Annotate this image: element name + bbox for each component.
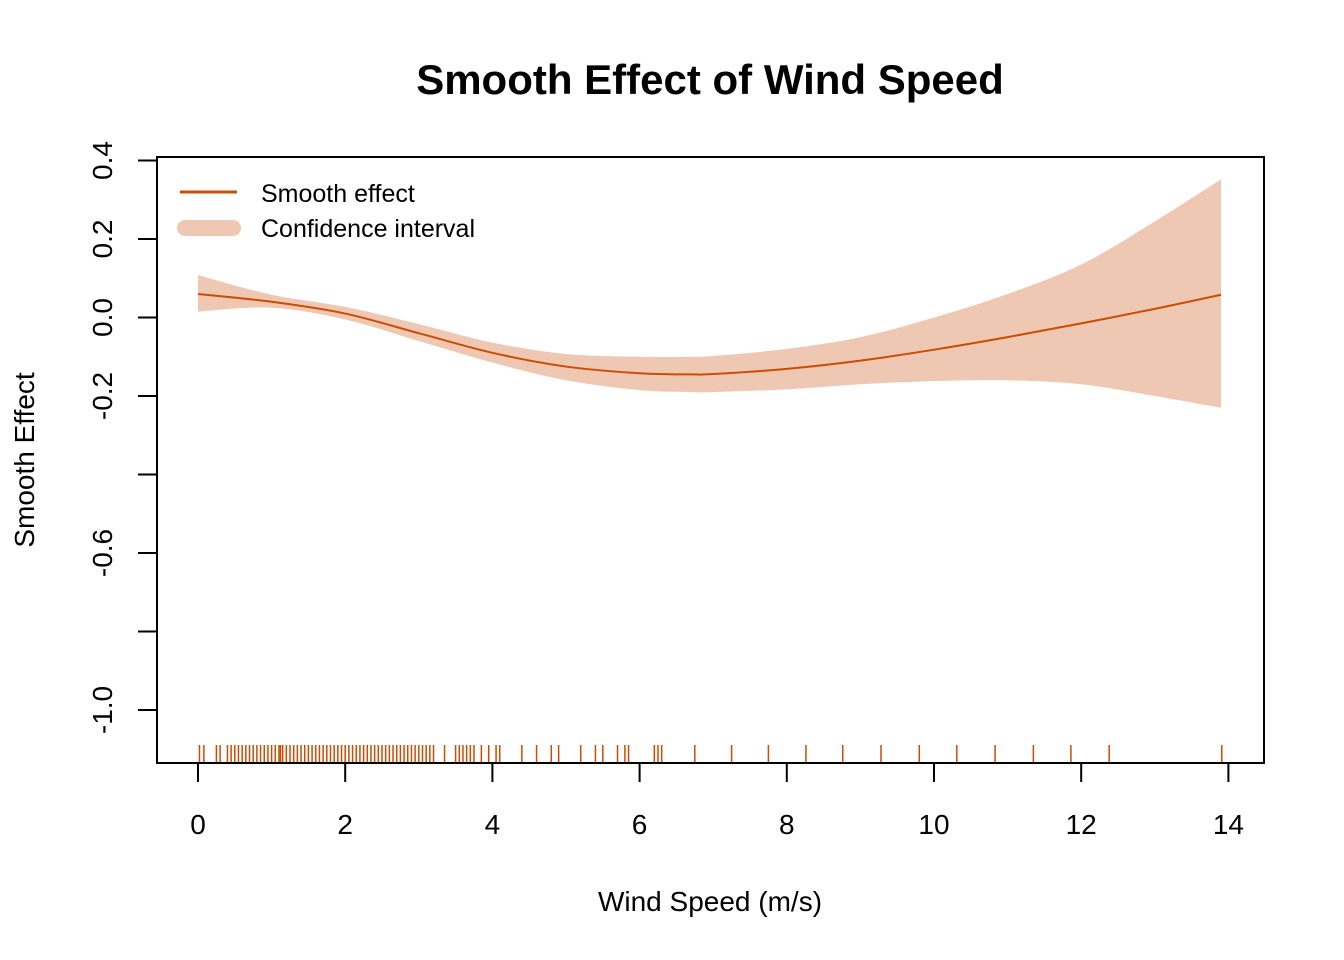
y-tick-label: 0.0 xyxy=(87,298,118,337)
x-axis-label: Wind Speed (m/s) xyxy=(598,886,822,917)
x-tick-label: 4 xyxy=(485,809,501,840)
y-tick-label: -0.6 xyxy=(87,529,118,577)
y-axis-label: Smooth Effect xyxy=(9,372,40,548)
plot-frame xyxy=(156,156,1265,764)
rug-group xyxy=(198,745,1223,763)
smooth-effect-line xyxy=(197,292,1222,376)
x-tick-label: 0 xyxy=(190,809,206,840)
x-axis: 0 2 4 6 8 10 12 14 xyxy=(190,763,1244,840)
y-tick-label: 0.4 xyxy=(87,141,118,180)
x-tick-label: 10 xyxy=(918,809,949,840)
legend-label-ci: Confidence interval xyxy=(261,215,475,243)
confidence-band xyxy=(198,179,1222,408)
x-tick-label: 8 xyxy=(779,809,795,840)
x-tick-label: 2 xyxy=(337,809,353,840)
legend: Smooth effect Confidence interval xyxy=(177,180,475,243)
y-tick-label: 0.2 xyxy=(87,220,118,259)
x-tick-label: 14 xyxy=(1213,809,1244,840)
smooth-line-group xyxy=(197,292,1222,376)
chart-title: Smooth Effect of Wind Speed xyxy=(416,56,1004,103)
y-tick-label: -0.2 xyxy=(87,372,118,420)
y-axis: 0.4 0.2 0.0 -0.2 -0.6 -1.0 xyxy=(87,141,157,734)
confidence-band-group xyxy=(198,179,1222,408)
legend-label-smooth: Smooth effect xyxy=(261,180,415,208)
x-tick-label: 6 xyxy=(632,809,648,840)
y-tick-label: -1.0 xyxy=(87,686,118,734)
x-tick-label: 12 xyxy=(1066,809,1097,840)
